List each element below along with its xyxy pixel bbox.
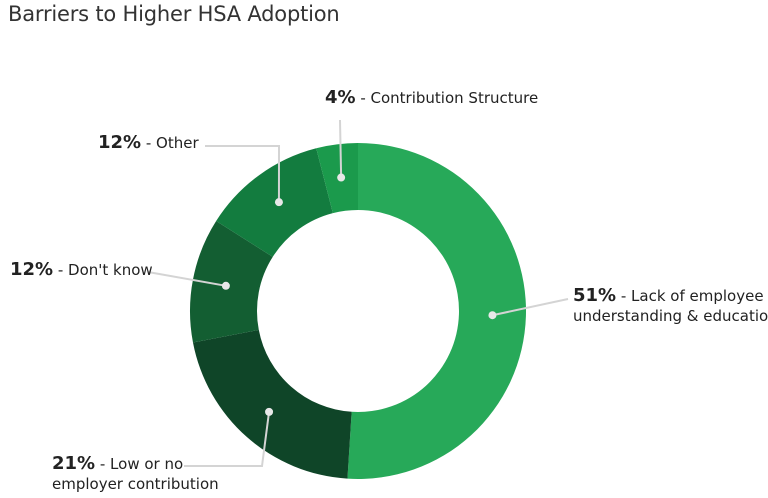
- label-other: 12% - Other: [98, 132, 199, 153]
- slice-low-employer-contribution: [192, 329, 352, 479]
- label-text-line2: understanding & education: [573, 307, 768, 325]
- leader-dot: [221, 281, 230, 290]
- leader-dot: [488, 311, 497, 320]
- leader-dot: [337, 173, 346, 182]
- label-pct: 4%: [325, 87, 356, 108]
- slice-other: [216, 148, 333, 257]
- leader-line: [339, 119, 343, 178]
- slice-contribution-structure: [316, 143, 358, 214]
- label-text-line1: Lack of employee: [631, 287, 764, 305]
- leader-line: [492, 298, 569, 317]
- label-pct: 12%: [10, 259, 54, 280]
- label-pct: 21%: [52, 453, 96, 474]
- label-dont-know: 12% - Don't know: [10, 259, 153, 280]
- chart-title: Barriers to Higher HSA Adoption: [8, 2, 340, 26]
- label-text-line2: employer contribution: [52, 475, 219, 493]
- label-contribution-structure: 4% - Contribution Structure: [325, 87, 539, 108]
- leader-dot: [265, 407, 274, 416]
- leader-line: [184, 411, 271, 467]
- leader-line: [205, 145, 281, 203]
- leader-dot: [274, 198, 283, 207]
- label-text: Don't know: [68, 261, 153, 279]
- label-lack-of-education: 51% - Lack of employee understanding & e…: [573, 286, 768, 326]
- label-pct: 51%: [573, 285, 617, 306]
- label-text: Contribution Structure: [370, 89, 539, 107]
- leader-line: [147, 271, 227, 287]
- label-pct: 12%: [98, 132, 142, 153]
- label-text: Other: [156, 134, 199, 152]
- slice-dont-know: [190, 220, 273, 343]
- label-text-line1: Low or no: [110, 455, 184, 473]
- slice-lack-of-education: [347, 143, 527, 480]
- label-low-employer-contribution: 21% - Low or no employer contribution: [52, 453, 219, 494]
